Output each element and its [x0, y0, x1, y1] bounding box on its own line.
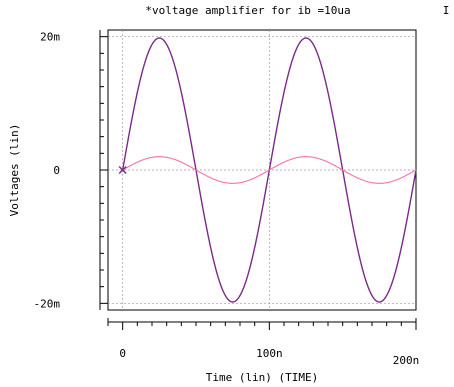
y-tick-label: 20m [40, 31, 60, 44]
x-axis-label: Time (lin) (TIME) [206, 371, 319, 384]
x-tick-label: 200n [393, 354, 420, 367]
x-tick-label: 0 [119, 347, 126, 360]
y-tick-label: 0 [53, 164, 60, 177]
chart-title: *voltage amplifier for ib =10ua [145, 4, 350, 17]
edge-text: I [443, 4, 450, 17]
y-axis-label: Voltages (lin) [8, 124, 21, 217]
series-group [119, 38, 416, 302]
x-tick-label: 100n [256, 347, 283, 360]
y-tick-label: -20m [34, 297, 61, 310]
axes: 0 100n 200n 20m 0 -20m [34, 30, 420, 367]
